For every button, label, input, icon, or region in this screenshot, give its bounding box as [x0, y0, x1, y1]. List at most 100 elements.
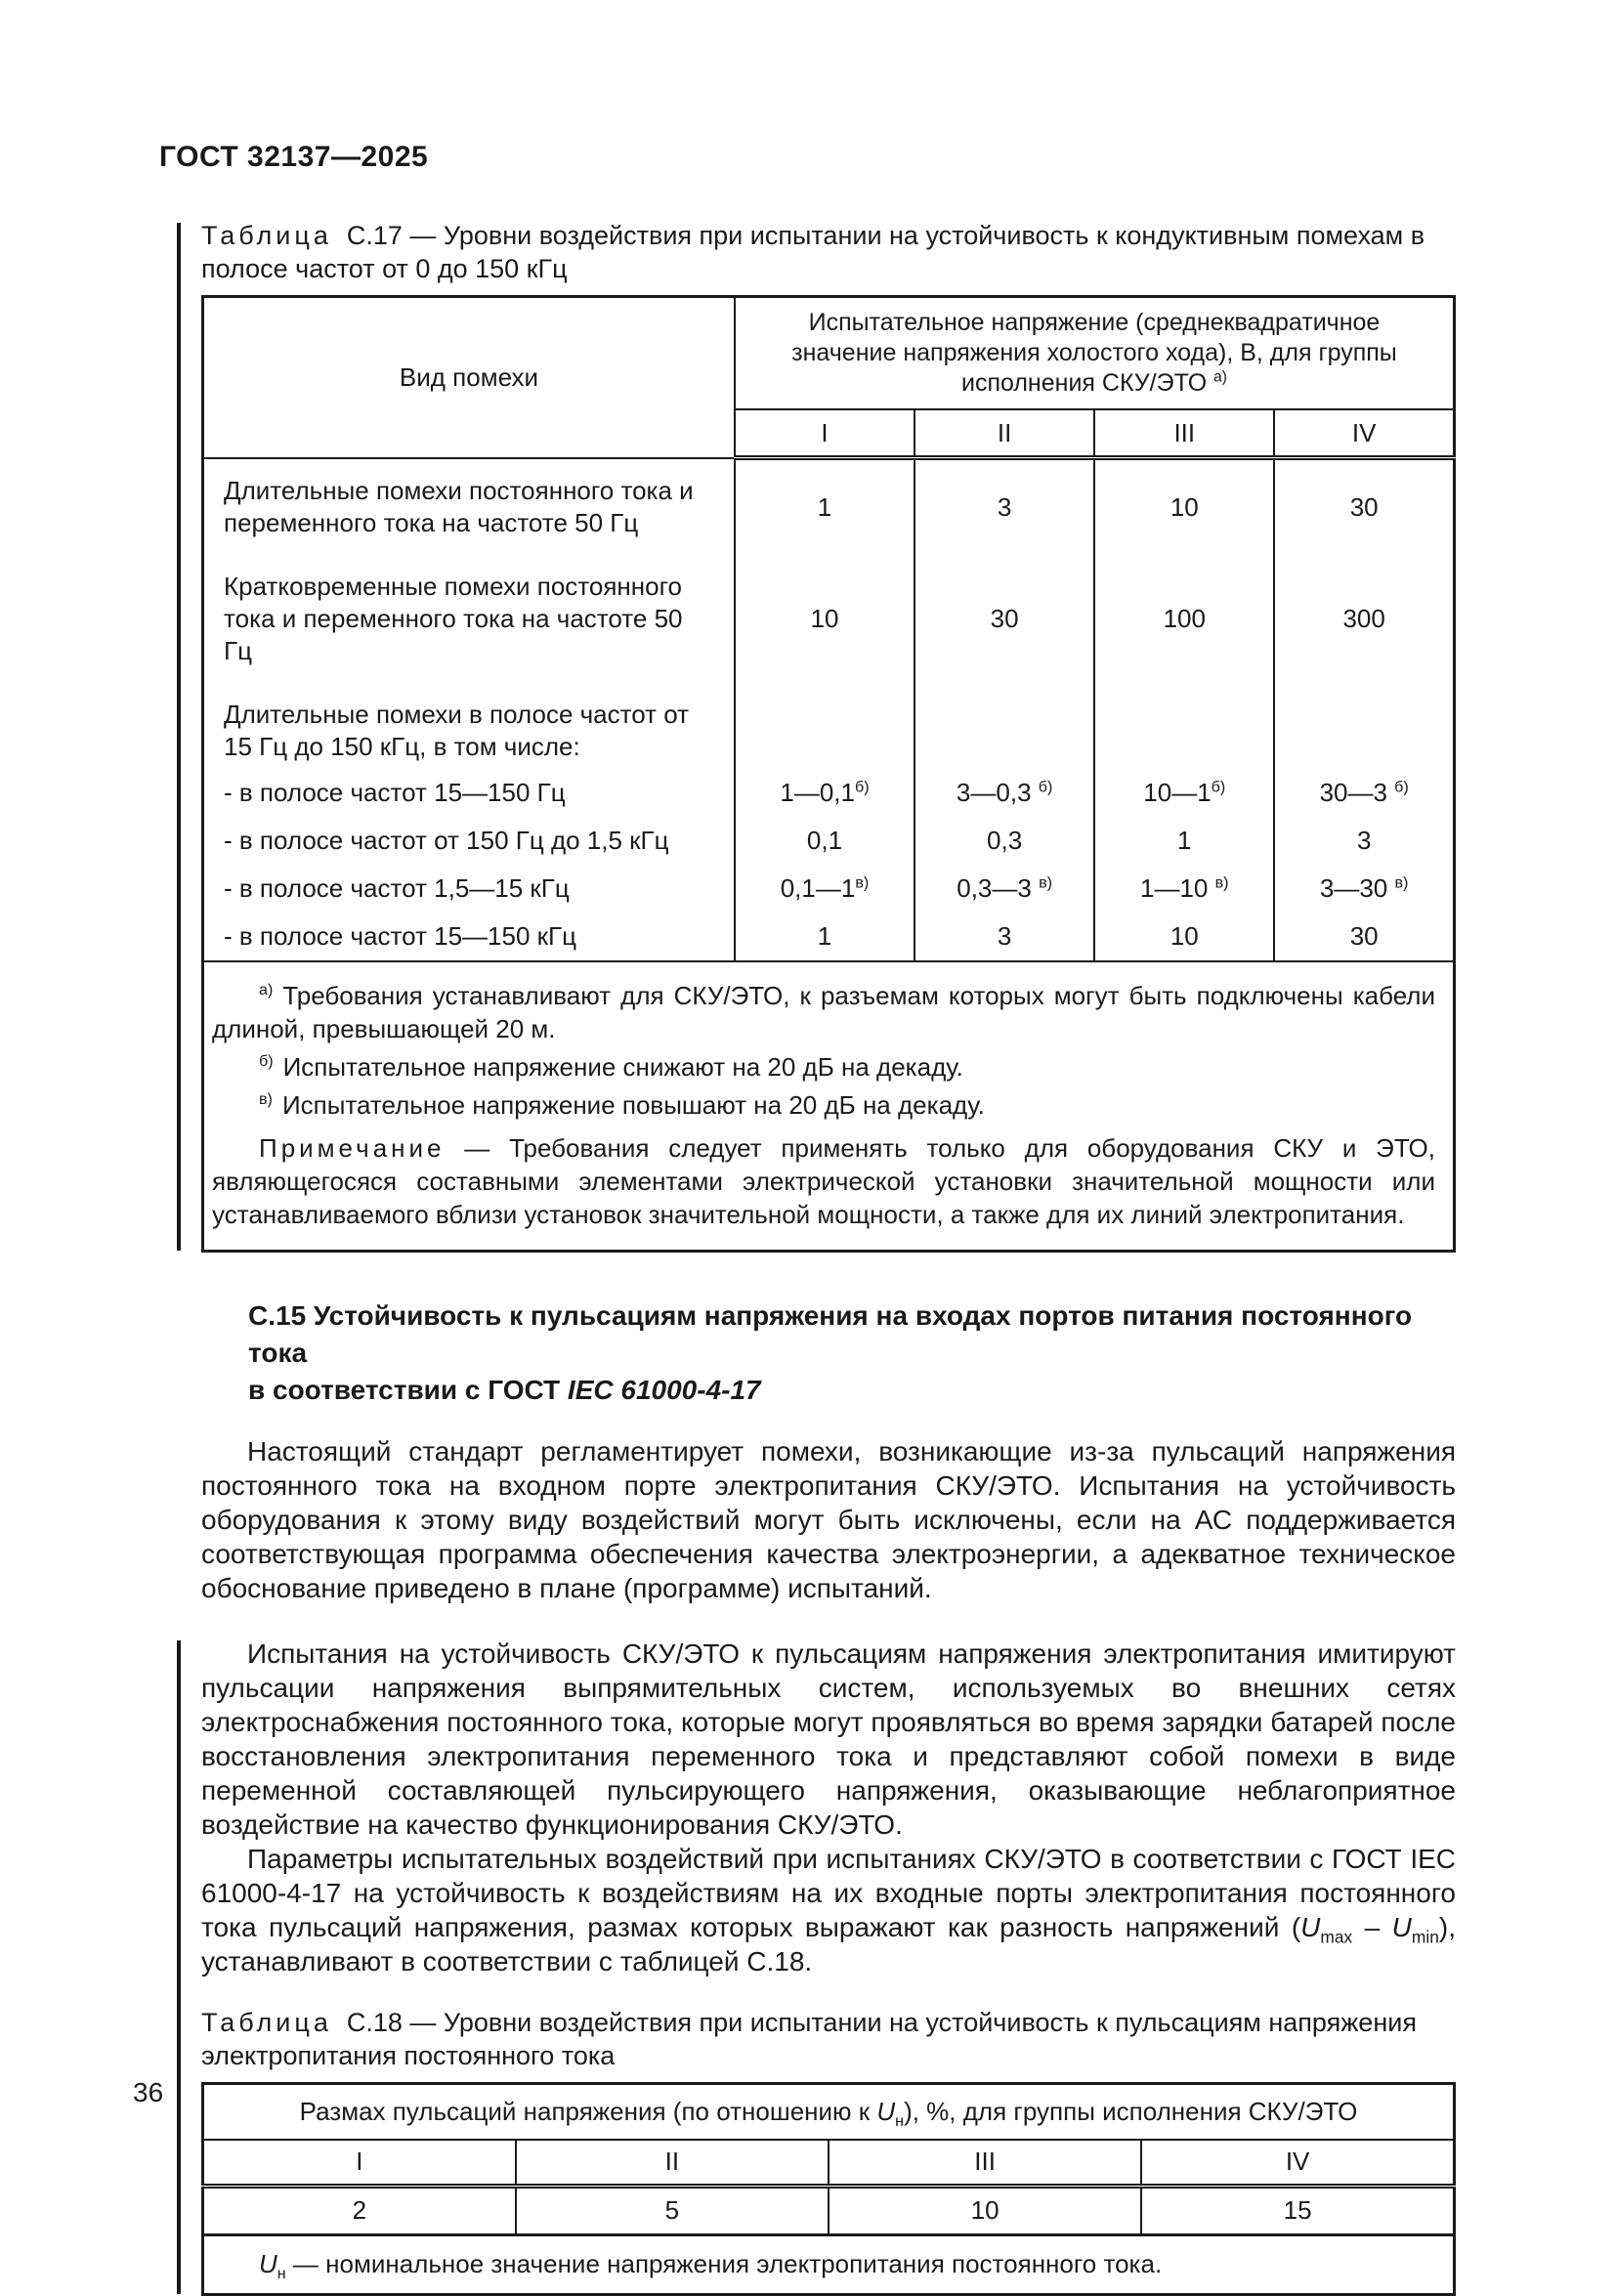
cell-footnote-mark: б): [1394, 777, 1409, 795]
header-text: Размах пульсаций напряжения (по отношени…: [299, 2096, 877, 2126]
table-cell: 2: [201, 2185, 517, 2236]
table-c17: Вид помехи Испытательное напряжение (сре…: [201, 295, 1456, 1253]
table-cell: 15: [1140, 2185, 1456, 2236]
table-cell: 10: [1093, 457, 1276, 555]
footer-u-subscript: н: [276, 2264, 286, 2282]
footnotes-cell: а) Требования устанавливают для СКУ/ЭТО, …: [201, 959, 1456, 1251]
footnote-a: а) Требования устанавливают для СКУ/ЭТО, …: [212, 979, 1435, 1045]
cell-value: 30—3: [1319, 777, 1395, 807]
table-cell: 300: [1273, 554, 1456, 683]
cell-value: 3—30: [1319, 872, 1395, 903]
paragraph-3-text: Параметры испытательных воздействий при …: [201, 1843, 1456, 1942]
header-text-end: ), %, для группы исполнения СКУ/ЭТО: [904, 2096, 1358, 2126]
table-cell: 0,1: [733, 816, 916, 865]
footnote-mark: а): [259, 980, 274, 999]
table-row: - в полосе частот от 150 Гц до 1,5 кГц 0…: [201, 816, 1456, 865]
table-cell: 30: [1273, 912, 1456, 961]
footnote-v: в) Испытательное напряжение повышают на 2…: [212, 1088, 1435, 1122]
table-cell: 10: [827, 2185, 1143, 2236]
table-c18-block: Испытания на устойчивость СКУ/ЭТО к пуль…: [177, 1637, 1456, 2296]
footnote-text: Испытательное напряжение снижают на 20 д…: [282, 1051, 963, 1082]
table-cell: 0,1—1в): [733, 864, 916, 913]
group-header-row: I II III IV: [201, 2138, 1456, 2189]
cell-footnote-mark: в): [1039, 872, 1053, 891]
document-title: ГОСТ 32137—2025: [159, 141, 429, 173]
col-header-group-iv: IV: [1140, 2138, 1456, 2189]
section-c15-heading: С.15 Устойчивость к пульсациям напряжени…: [248, 1297, 1456, 1409]
paragraph-2: Испытания на устойчивость СКУ/ЭТО к пуль…: [201, 1637, 1456, 1840]
table-row: Длительные помехи в полосе частот от 15 …: [201, 682, 1456, 769]
formula-u-max: U: [1300, 1911, 1321, 1942]
table-caption-label: Таблица: [201, 2007, 332, 2037]
table-cell: 1: [1093, 816, 1276, 865]
row-label: - в полосе частот 15—150 Гц: [201, 768, 736, 817]
paragraph-1: Настоящий стандарт регламентирует помехи…: [201, 1435, 1456, 1603]
note-label: Примечание: [259, 1132, 446, 1163]
cell-footnote-mark: в): [1214, 872, 1229, 891]
page-number: 36: [133, 2077, 164, 2107]
col-header-group-i: I: [201, 2138, 517, 2189]
table-cell: 1: [733, 457, 916, 555]
row-label: - в полосе частот от 150 Гц до 1,5 кГц: [201, 816, 736, 865]
group-header-footnote-mark: а): [1213, 368, 1227, 386]
table-cell: [1273, 682, 1456, 769]
table-cell: 30: [1273, 457, 1456, 555]
table-cell: 10: [1093, 912, 1276, 961]
table-cell: [914, 682, 1096, 769]
header-u-symbol: U: [876, 2096, 896, 2126]
cell-footnote-mark: в): [855, 872, 870, 891]
footer-text: — номинальное значение напряжения электр…: [285, 2248, 1163, 2278]
table-caption-label: Таблица: [201, 221, 332, 250]
footnote-mark: б): [259, 1051, 274, 1070]
paragraph-3: Параметры испытательных воздействий при …: [201, 1842, 1456, 1978]
table-c18: Размах пульсаций напряжения (по отношени…: [201, 2081, 1456, 2296]
section-heading-line1: С.15 Устойчивость к пульсациям напряжени…: [248, 1299, 1413, 1368]
table-row: Кратковременные помехи постоянного тока …: [201, 554, 1456, 683]
table-c18-caption: Таблица С.18 — Уровни воздействия при ис…: [201, 2006, 1456, 2072]
table-cell: 3: [1273, 816, 1456, 865]
table-cell: 3—0,3 б): [914, 768, 1096, 817]
col-header-group-iii: III: [827, 2138, 1143, 2189]
table-cell: 5: [514, 2185, 830, 2236]
formula-minus: –: [1352, 1911, 1392, 1942]
cell-value: 1—0,1: [780, 777, 855, 807]
cell-footnote-mark: б): [1211, 777, 1226, 795]
table-c17-caption: Таблица С.17 — Уровни воздействия при ис…: [201, 219, 1456, 285]
note-text: — Требования следует применять только дл…: [212, 1132, 1435, 1229]
formula-sub-max: max: [1320, 1927, 1353, 1947]
section-heading-line2: в соответствии с ГОСТ IEC 61000-4-17: [248, 1372, 1456, 1409]
footnote-text: Требования устанавливают для СКУ/ЭТО, к …: [212, 980, 1435, 1043]
formula-u-min: U: [1391, 1911, 1412, 1942]
cell-value: 3—0,3: [956, 777, 1039, 807]
row-label: Длительные помехи в полосе частот от 15 …: [201, 682, 736, 769]
paragraph-3-text-end: ), устанавливают в соответствии с таблиц…: [201, 1911, 1456, 1977]
footnotes-row: а) Требования устанавливают для СКУ/ЭТО, …: [201, 959, 1456, 1251]
cell-value: 10—1: [1143, 777, 1212, 807]
cell-footnote-mark: в): [1394, 872, 1409, 891]
col-header-group-iii: III: [1093, 408, 1276, 460]
row-label: - в полосе частот 15—150 кГц: [201, 912, 736, 961]
cell-value: 0,1—1: [780, 872, 856, 903]
table-cell: 0,3: [914, 816, 1096, 865]
col-header-vid-pomehi: Вид помехи: [201, 295, 736, 459]
header-u-subscript: н: [895, 2111, 905, 2130]
footer-u-symbol: U: [259, 2248, 277, 2278]
col-header-group-i: I: [733, 408, 916, 460]
heading-standard-ref: IEC 61000-4-17: [567, 1374, 761, 1405]
table-row: - в полосе частот 15—150 Гц 1—0,1б) 3—0,…: [201, 768, 1456, 817]
row-label: - в полосе частот 1,5—15 кГц: [201, 864, 736, 913]
cell-value: 0,3—3: [957, 872, 1040, 903]
table-row: - в полосе частот 1,5—15 кГц 0,1—1в) 0,3…: [201, 864, 1456, 913]
col-header-group-ii: II: [914, 408, 1096, 460]
revision-bar: [177, 1639, 181, 2294]
cell-footnote-mark: б): [1038, 777, 1053, 795]
table-cell: 3—30 в): [1273, 864, 1456, 913]
header-row: Размах пульсаций напряжения (по отношени…: [201, 2082, 1456, 2141]
table-cell: 1—0,1б): [733, 768, 916, 817]
table-note: Примечание — Требования следует применят…: [212, 1131, 1435, 1231]
heading-line2-text: в соответствии с ГОСТ: [248, 1374, 568, 1405]
formula-sub-min: min: [1411, 1927, 1439, 1947]
table-cell: 30—3 б): [1273, 768, 1456, 817]
cell-footnote-mark: б): [855, 777, 870, 795]
table-cell: [1093, 682, 1276, 769]
